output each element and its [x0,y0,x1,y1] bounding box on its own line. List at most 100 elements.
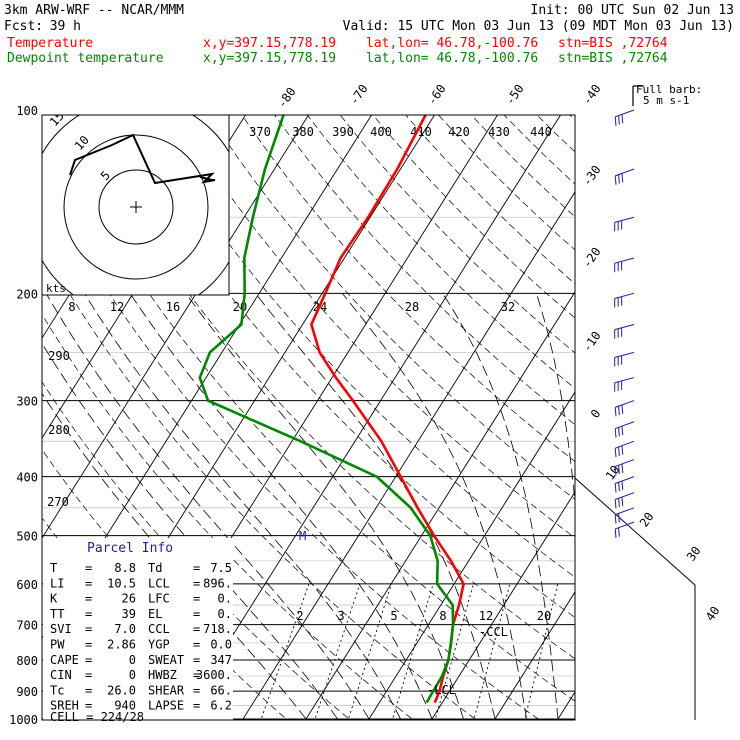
wind-barb-flag [618,446,620,456]
wind-barb-flag [614,448,617,458]
mixing-ratio-label: 2 [296,609,303,623]
parcel-equals: = [85,699,92,713]
temp-latlon: lat,lon= 46.78,-100.76 [366,36,538,51]
isotherm-line [430,491,575,720]
parcel-key: SVI [50,622,72,636]
pressure-tick-label: 400 [16,471,38,485]
wind-barb-flag [618,427,620,437]
hodograph-ring [63,134,209,280]
wind-barb-flag [614,499,617,509]
wind-barb-flag [618,482,620,492]
pressure-tick-label: 600 [16,578,38,592]
mixing-ratio-line [434,583,474,720]
parcel-key: Td [148,561,162,575]
wind-barb-flag [621,480,624,491]
mixing-ratio-line [314,583,361,720]
theta-label: 370 [249,125,271,139]
hodograph-ring [98,169,174,245]
plot-border [41,114,576,721]
wind-barb-flag [621,445,624,455]
parcel-value: 718. [203,622,232,636]
parcel-key: CCL [148,622,170,636]
parcel-info-box: Parcel Info T = 8.8 Td = 7.5LI = 10.5 LCL = 896.K =… [43,538,233,724]
parcel-equals: = [85,622,92,636]
pressure-tick-label: 500 [16,530,38,544]
isotherm-line [493,591,575,720]
mixing-ratio-line [260,583,310,720]
parcel-key: LI [50,576,64,590]
moist-adiabat-line [42,342,338,720]
mixing-ratio-label: 16 [166,300,180,314]
wind-barb-flag [614,528,617,538]
theta-label: 270 [47,495,69,509]
parcel-equals: = [85,561,92,575]
wind-barb-flag [618,115,620,125]
pressure-tick-label: 200 [16,287,38,301]
parcel-equals: = [193,592,200,606]
parcel-equals: = [85,653,92,667]
parcel-key: LCL [148,576,170,590]
wind-barb-flag [618,406,620,416]
wind-barb-flag [618,465,620,475]
dry-adiabat-line [241,115,575,463]
mixing-ratio-label: 8 [439,609,446,623]
parcel-value: 10.5 [107,576,136,590]
parcel-info-title: Parcel Info [87,541,173,556]
parcel-key: EL [148,607,162,621]
theta-label: 420 [448,125,470,139]
parcel-value: 0 [129,653,136,667]
wind-barb-flag [614,116,617,126]
parcel-key: T [50,561,57,575]
parcel-value: 8.8 [114,561,136,575]
dry-adiabat-line [110,115,575,618]
mixing-ratio-line [473,583,511,720]
isotherm-label: 40 [703,604,723,624]
theta-label: 280 [48,423,70,437]
barb-key-value: 5 m s-1 [643,94,689,107]
dewpoint-profile [198,115,455,704]
pressure-tick-label: 700 [16,619,38,633]
parcel-value: 6.2 [210,699,232,713]
wind-barb-flag [621,426,624,436]
moist-adiabat-line [255,293,496,720]
isotherm-label: 20 [637,510,657,530]
dew-stn: stn=BIS ,72764 [558,51,668,66]
dry-adiabat-line [339,115,575,354]
isotherm-label: 10 [603,463,623,483]
wind-barb-flag [614,483,617,493]
parcel-equals: = [85,638,92,652]
init-time: Init: 00 UTC Sun 02 Jun 13 [531,3,735,18]
wind-barb-flag [621,173,624,183]
ccl-label: -CCL [479,625,508,639]
moist-adiabat-line [535,293,575,506]
parcel-equals: = [193,607,200,621]
isotherm-line [178,115,562,720]
barb-key-title: Full barb: [636,83,702,96]
theta-label: 430 [488,125,510,139]
parcel-value: 0.0 [210,638,232,652]
dew-latlon: lat,lon= 46.78,-100.76 [366,51,538,66]
parcel-equals: = [193,668,200,682]
wind-barb-flag [618,174,620,184]
parcel-key: SWEAT [148,653,184,667]
fcst-label: Fcst: [4,19,43,34]
parcel-value: 347 [210,653,232,667]
model-title: 3km ARW-WRF -- NCAR/MMM [4,3,184,18]
isotherm-line [304,291,575,720]
mixing-ratio-label: 5 [390,609,397,623]
parcel-key: YGP [148,638,170,652]
parcel-key: K [50,592,58,606]
theta-label: 440 [530,125,552,139]
parcel-equals: = [193,561,200,575]
wind-barb-flag [618,513,620,523]
mixing-ratio-line [391,583,434,720]
mixing-ratio-label: 20 [537,609,551,623]
isotherm-line [367,391,575,720]
temp-stn: stn=BIS ,72764 [558,36,668,51]
parcel-key: SREH [50,699,79,713]
pressure-tick-label: 300 [16,395,38,409]
parcel-value: 7.5 [210,561,232,575]
isotherm-line [42,115,310,539]
theta-label: 380 [292,125,314,139]
